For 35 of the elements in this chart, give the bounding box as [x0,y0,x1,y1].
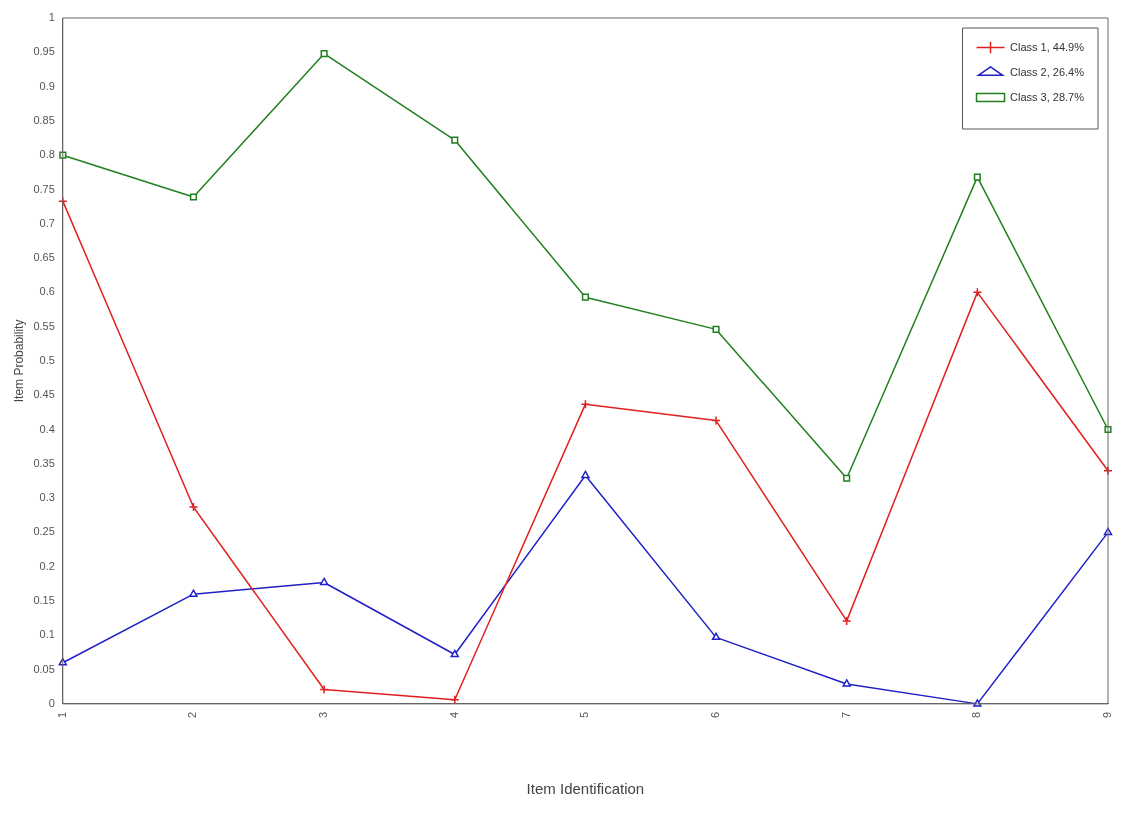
y-tick-label: 0.65 [33,251,55,264]
y-tick-label: 0.4 [39,422,55,435]
y-tick-label: 0.25 [33,525,55,538]
x-axis-title: Item Identification [526,780,645,798]
y-tick-label: 0.6 [39,285,55,298]
x-tick-label: 7 [839,711,852,719]
x-tick-label: 2 [186,711,199,719]
y-tick-label: 0.7 [39,216,55,229]
y-tick-label: 0.3 [39,491,55,504]
y-tick-label: 0.5 [39,353,55,366]
y-tick-label: 0.95 [33,45,55,58]
y-tick-label: 0.45 [33,388,55,401]
y-axis-title: Item Probability [11,319,26,403]
y-tick-label: 0.2 [39,559,55,572]
x-tick-label: 8 [970,711,983,719]
y-tick-label: 0.75 [33,182,55,195]
legend-label: Class 2, 26.4% [1010,65,1085,78]
x-tick-label: 5 [578,711,591,719]
y-tick-label: 0.85 [33,113,55,126]
x-tick-label: 6 [709,711,722,719]
y-tick-label: 0.35 [33,456,55,469]
y-tick-label: 0.1 [39,628,55,641]
y-tick-label: 0.9 [39,79,55,92]
y-tick-label: 0.8 [39,148,55,161]
legend-label: Class 1, 44.9% [1010,40,1085,53]
x-tick-label: 3 [317,711,330,719]
y-tick-label: 0 [48,696,55,709]
x-tick-label: 9 [1101,711,1114,719]
y-tick-label: 0.55 [33,319,55,332]
legend-label: Class 3, 28.7% [1010,90,1085,103]
y-tick-label: 0.05 [33,662,55,675]
y-tick-label: 0.15 [33,594,55,607]
x-tick-label: 4 [447,711,460,719]
y-tick-label: 1 [48,11,55,24]
x-tick-label: 1 [55,711,68,719]
